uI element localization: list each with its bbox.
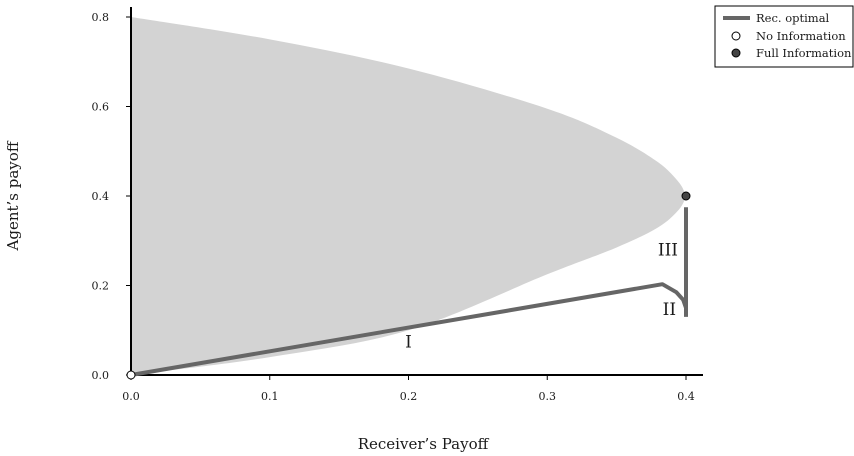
x-tick-label: 0.4: [677, 390, 695, 403]
region-label-iii: III: [658, 241, 678, 261]
y-axis-title: Agent’s payoff: [4, 140, 22, 251]
y-tick-label: 0.6: [92, 101, 110, 114]
legend: Rec. optimal No Information Full Informa…: [714, 5, 854, 68]
region-label-i: I: [405, 332, 412, 352]
x-tick-label: 0.0: [122, 390, 140, 403]
y-tick-label: 0.0: [92, 369, 110, 382]
x-axis-title: Receiver’s Payoff: [358, 435, 490, 453]
x-tick-label: 0.3: [539, 390, 557, 403]
legend-swatch-no-information: [731, 31, 741, 41]
legend-label-rec-optimal: Rec. optimal: [756, 11, 830, 25]
y-tick-label: 0.8: [92, 11, 110, 24]
region-label-ii: II: [663, 300, 676, 320]
x-tick-label: 0.2: [400, 390, 418, 403]
feasible-region-area: [131, 17, 686, 375]
legend-label-full-information: Full Information: [756, 46, 852, 60]
point-full-information: [681, 191, 691, 201]
series-markers: [126, 191, 691, 380]
point-no-information: [126, 370, 136, 380]
series-lines: [130, 207, 688, 377]
y-tick-label: 0.4: [92, 190, 110, 203]
x-axis-ticks: 0.0 0.1 0.2 0.3 0.4: [122, 375, 695, 403]
x-tick-label: 0.1: [261, 390, 279, 403]
y-axis-ticks: 0.0 0.2 0.4 0.6 0.8: [92, 11, 131, 382]
legend-swatch-full-information: [731, 48, 741, 58]
y-tick-label: 0.2: [92, 280, 110, 293]
legend-label-no-information: No Information: [756, 29, 846, 43]
